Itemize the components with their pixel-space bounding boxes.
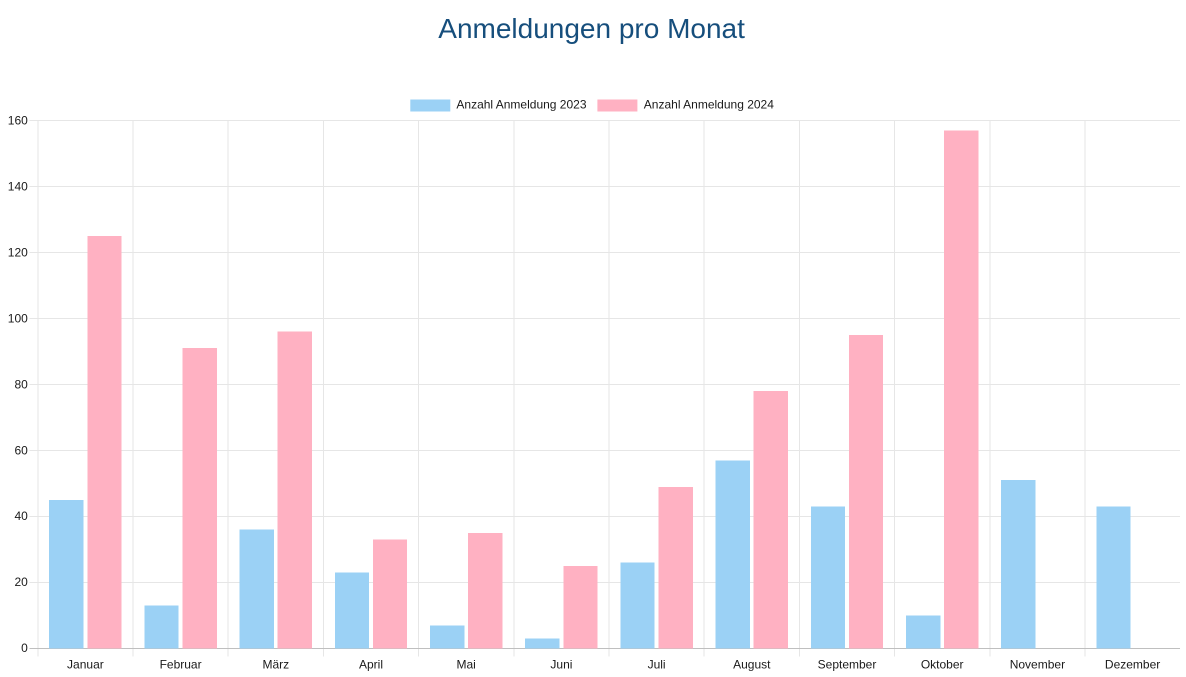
svg-text:November: November bbox=[1010, 658, 1065, 672]
svg-text:20: 20 bbox=[14, 575, 28, 589]
svg-text:Dezember: Dezember bbox=[1105, 658, 1160, 672]
svg-text:120: 120 bbox=[8, 245, 28, 259]
svg-text:160: 160 bbox=[8, 113, 28, 127]
svg-text:Juni: Juni bbox=[550, 658, 572, 672]
svg-text:Mai: Mai bbox=[457, 658, 476, 672]
svg-text:September: September bbox=[818, 658, 877, 672]
svg-text:140: 140 bbox=[8, 179, 28, 193]
svg-text:Anmeldungen pro Monat: Anmeldungen pro Monat bbox=[438, 13, 745, 44]
svg-text:Anzahl Anmeldung 2023: Anzahl Anmeldung 2023 bbox=[456, 98, 586, 112]
svg-text:0: 0 bbox=[21, 641, 28, 655]
svg-text:April: April bbox=[359, 658, 383, 672]
svg-text:100: 100 bbox=[8, 311, 28, 325]
svg-text:Juli: Juli bbox=[648, 658, 666, 672]
svg-text:März: März bbox=[262, 658, 289, 672]
svg-text:August: August bbox=[733, 658, 771, 672]
svg-text:Januar: Januar bbox=[67, 658, 104, 672]
svg-text:Februar: Februar bbox=[160, 658, 202, 672]
svg-text:60: 60 bbox=[14, 443, 28, 457]
svg-text:Oktober: Oktober bbox=[921, 658, 964, 672]
svg-text:40: 40 bbox=[14, 509, 28, 523]
svg-text:Anzahl Anmeldung 2024: Anzahl Anmeldung 2024 bbox=[644, 98, 774, 112]
svg-text:80: 80 bbox=[14, 377, 28, 391]
